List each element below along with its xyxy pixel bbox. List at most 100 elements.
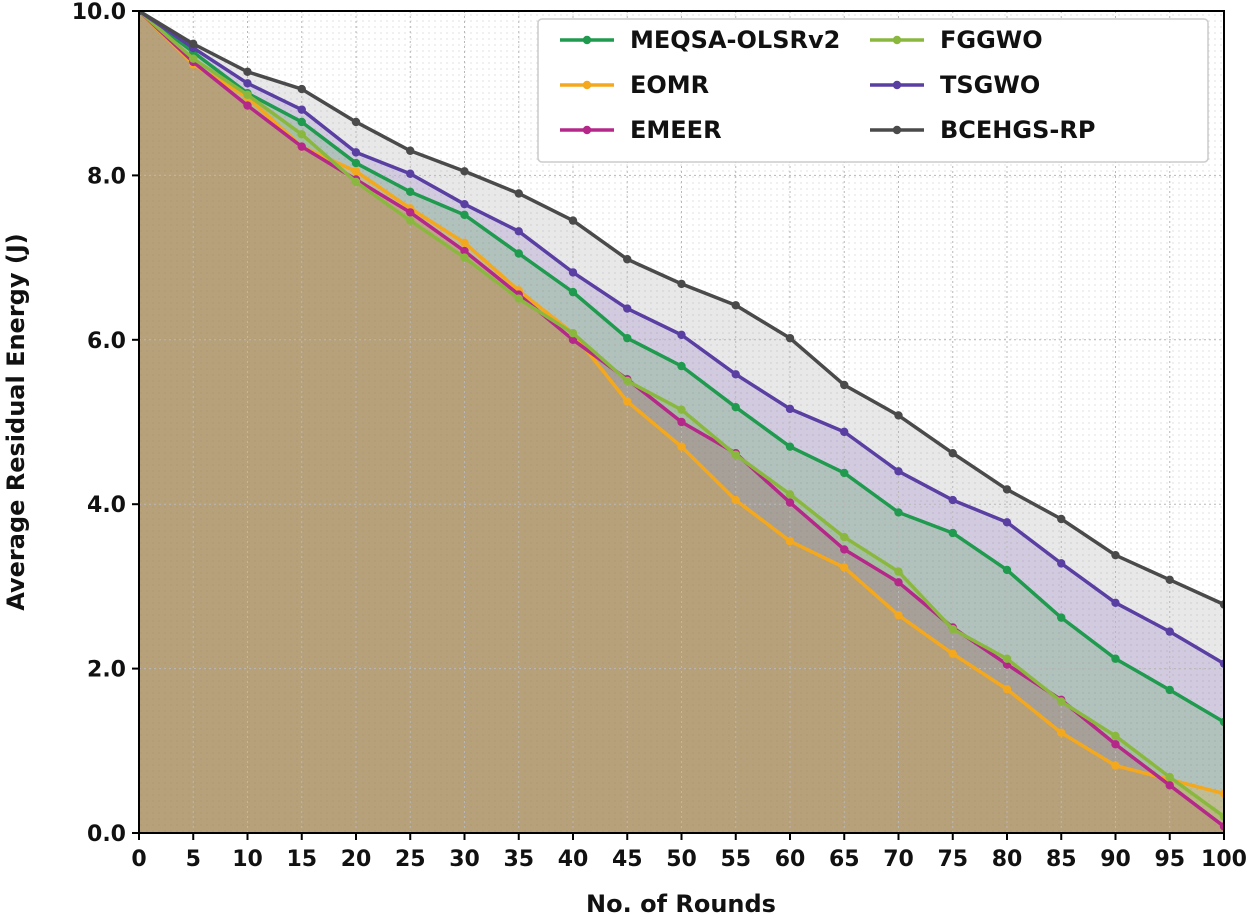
data-point — [731, 370, 740, 379]
data-point — [1002, 565, 1012, 575]
y-tick-label: 10.0 — [72, 0, 126, 25]
data-point — [243, 90, 252, 100]
data-point — [1219, 600, 1224, 609]
data-point — [731, 495, 740, 505]
data-point — [894, 508, 903, 517]
data-point — [406, 216, 415, 225]
data-point — [243, 79, 252, 88]
data-point — [514, 294, 523, 303]
x-tick-label: 85 — [1046, 847, 1077, 872]
y-tick-label: 2.0 — [87, 658, 126, 683]
data-point — [948, 624, 957, 634]
y-tick-label: 8.0 — [87, 164, 126, 189]
data-point — [1057, 613, 1066, 622]
x-tick-label: 30 — [449, 847, 480, 872]
data-point — [623, 304, 632, 313]
x-tick-label: 0 — [131, 847, 146, 872]
data-point — [460, 253, 469, 262]
data-point — [297, 105, 306, 114]
data-point — [840, 427, 849, 437]
series-lines — [139, 11, 1224, 831]
data-point — [1057, 514, 1066, 524]
data-point — [677, 279, 686, 289]
data-point — [1219, 659, 1224, 668]
data-point — [677, 442, 686, 451]
data-point — [785, 442, 795, 451]
data-point — [351, 148, 361, 157]
data-point — [623, 397, 632, 406]
data-point — [840, 545, 849, 554]
data-point — [785, 498, 795, 507]
data-point — [1165, 781, 1174, 790]
data-point — [460, 210, 469, 220]
data-point — [894, 467, 903, 476]
x-tick-label: 5 — [186, 847, 201, 872]
data-point — [1111, 740, 1120, 749]
legend-item: EOMR — [560, 71, 709, 99]
data-point — [514, 249, 523, 258]
data-point — [623, 255, 632, 264]
legend-item: FGGWO — [870, 26, 1043, 54]
legend-label: BCEHGS-RP — [940, 116, 1095, 144]
x-tick-label: 75 — [937, 847, 968, 872]
data-point — [297, 130, 306, 139]
data-point — [1002, 654, 1012, 663]
data-point — [1111, 654, 1120, 663]
data-point — [677, 417, 686, 427]
data-point — [297, 84, 306, 94]
x-tick-label: 65 — [829, 847, 860, 872]
legend-item: EMEER — [560, 116, 722, 144]
data-point — [1002, 518, 1012, 527]
data-point — [243, 67, 252, 77]
data-point — [514, 189, 523, 198]
legend-marker — [892, 125, 902, 135]
data-point — [785, 536, 795, 546]
data-point — [894, 610, 903, 620]
data-point — [731, 403, 740, 412]
y-tick-label: 0.0 — [87, 822, 126, 847]
data-point — [139, 11, 144, 16]
data-point — [894, 578, 903, 587]
data-point — [406, 169, 415, 178]
data-point — [568, 329, 578, 338]
data-point — [677, 405, 686, 414]
x-tick-label: 45 — [612, 847, 643, 872]
data-point — [1111, 598, 1120, 608]
data-point — [1057, 559, 1066, 568]
data-point — [406, 208, 415, 217]
data-point — [1111, 550, 1120, 560]
data-point — [297, 142, 306, 151]
data-point — [1165, 627, 1174, 636]
data-point — [568, 287, 578, 297]
data-point — [1165, 685, 1174, 695]
legend-label: EOMR — [630, 71, 709, 99]
data-point — [623, 376, 632, 386]
legend-item: TSGWO — [870, 71, 1040, 99]
data-point — [785, 490, 795, 499]
x-tick-label: 10 — [232, 847, 263, 872]
data-point — [785, 404, 795, 414]
data-point — [1002, 684, 1012, 694]
data-point — [1219, 717, 1224, 727]
data-point — [840, 532, 849, 542]
data-point — [568, 335, 578, 344]
data-point — [351, 167, 361, 176]
x-tick-label: 40 — [558, 847, 589, 872]
data-point — [948, 649, 957, 659]
data-point — [840, 468, 849, 478]
data-point — [406, 146, 415, 155]
data-point — [840, 380, 849, 390]
data-point — [1219, 789, 1224, 798]
data-point — [351, 177, 361, 187]
x-tick-label: 80 — [992, 847, 1023, 872]
data-point — [840, 563, 849, 572]
data-point — [1165, 772, 1174, 782]
data-point — [460, 238, 469, 248]
data-point — [785, 333, 795, 343]
legend-box — [537, 18, 1209, 163]
data-point — [948, 495, 957, 505]
data-point — [731, 450, 740, 460]
data-point — [1111, 761, 1120, 770]
data-point — [1111, 731, 1120, 741]
